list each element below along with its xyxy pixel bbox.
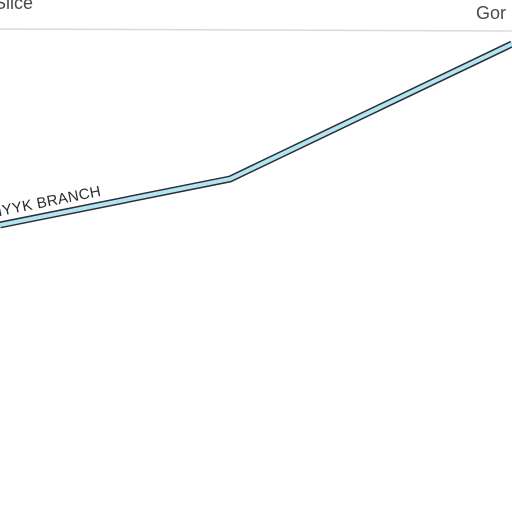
waterway-fill [0, 42, 512, 227]
place-label-top-right[interactable]: Gor [476, 3, 506, 23]
place-label-top-left[interactable]: Slice [0, 0, 33, 13]
boundary-line [0, 28, 512, 32]
